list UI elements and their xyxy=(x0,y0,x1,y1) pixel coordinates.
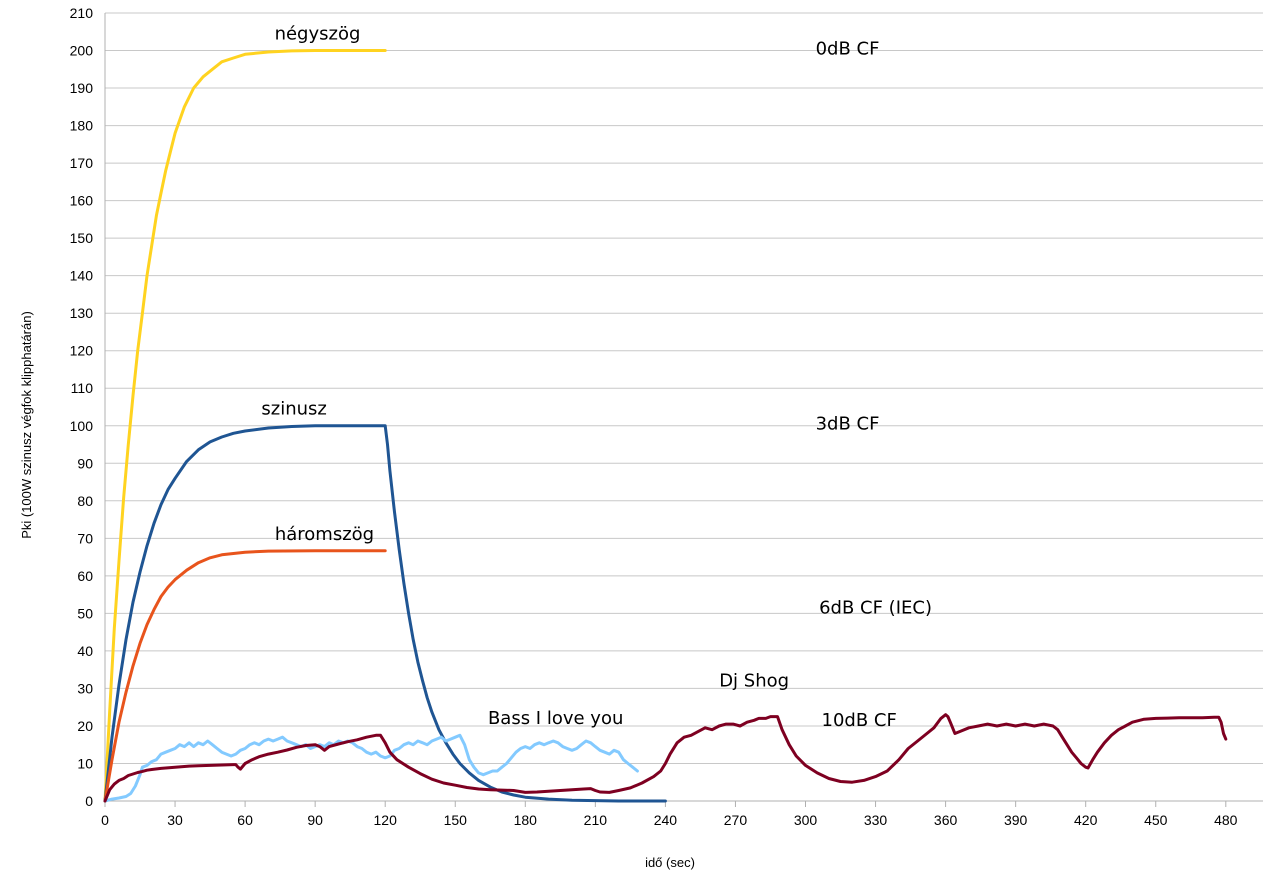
y-tick-label: 60 xyxy=(77,568,93,584)
y-tick-label: 10 xyxy=(77,755,93,771)
x-tick-label: 30 xyxy=(167,812,183,828)
x-tick-label: 480 xyxy=(1214,812,1238,828)
series-line-h-romsz-g xyxy=(103,549,387,803)
x-tick-label: 330 xyxy=(864,812,888,828)
x-tick-label: 240 xyxy=(654,812,678,828)
x-tick-label: 150 xyxy=(444,812,468,828)
x-tick-label: 120 xyxy=(374,812,398,828)
y-tick-label: 150 xyxy=(70,230,94,246)
y-tick-label: 130 xyxy=(70,305,94,321)
annotation-label: négyszög xyxy=(275,23,361,44)
x-tick-label: 210 xyxy=(584,812,608,828)
y-axis-title: Pki (100W szinusz végfok klipphatárán) xyxy=(19,311,34,539)
annotation-label: háromszög xyxy=(275,524,374,545)
annotation-label: Dj Shog xyxy=(719,671,789,692)
annotation-label: 3dB CF xyxy=(816,414,880,435)
x-tick-label: 60 xyxy=(237,812,253,828)
y-tick-label: 140 xyxy=(70,268,94,284)
series-line-bass-i-love-you xyxy=(103,733,639,803)
x-tick-labels: 0 30 60 90 120 150 180 210 240 270 300 330 360 390 420… xyxy=(101,812,1238,828)
series-lines xyxy=(103,49,1228,803)
x-tick-label: 360 xyxy=(934,812,958,828)
axes xyxy=(104,13,1263,807)
y-tick-label: 50 xyxy=(77,605,93,621)
y-tick-label: 200 xyxy=(70,43,94,59)
series-line-dj-shog xyxy=(103,713,1228,803)
y-tick-label: 210 xyxy=(70,5,94,21)
annotation-label: Bass I love you xyxy=(488,708,623,729)
y-tick-label: 120 xyxy=(70,343,94,359)
annotation-label: 0dB CF xyxy=(816,38,880,59)
y-tick-label: 160 xyxy=(70,193,94,209)
y-tick-label: 70 xyxy=(77,530,93,546)
y-tick-label: 170 xyxy=(70,155,94,171)
y-tick-label: 0 xyxy=(85,793,93,809)
annotation-label: 6dB CF (IEC) xyxy=(819,597,932,618)
x-tick-label: 90 xyxy=(307,812,323,828)
x-tick-label: 450 xyxy=(1144,812,1168,828)
y-tick-label: 190 xyxy=(70,80,94,96)
x-tick-label: 180 xyxy=(514,812,538,828)
x-axis-title: idő (sec) xyxy=(645,855,695,870)
annotation-label: 10dB CF xyxy=(822,710,897,731)
x-tick-label: 0 xyxy=(101,812,109,828)
annotations: négyszög szinusz háromszög Bass I love you D… xyxy=(261,23,932,731)
y-tick-label: 100 xyxy=(70,418,94,434)
gridlines xyxy=(105,12,1263,764)
x-tick-label: 390 xyxy=(1004,812,1028,828)
y-tick-label: 90 xyxy=(77,455,93,471)
y-tick-label: 80 xyxy=(77,493,93,509)
x-tick-label: 420 xyxy=(1074,812,1098,828)
y-tick-label: 110 xyxy=(71,380,94,396)
y-tick-label: 180 xyxy=(70,118,94,134)
x-tick-label: 270 xyxy=(724,812,748,828)
y-tick-labels: 0 10 20 30 40 50 60 70 80 90 100 110 120 130 140 150 160… xyxy=(70,5,94,809)
x-tick-label: 300 xyxy=(794,812,818,828)
y-tick-label: 20 xyxy=(77,718,93,734)
series-line-n-gysz-g xyxy=(103,49,387,803)
y-tick-label: 30 xyxy=(77,680,93,696)
y-tick-label: 40 xyxy=(77,643,93,659)
annotation-label: szinusz xyxy=(261,399,326,420)
